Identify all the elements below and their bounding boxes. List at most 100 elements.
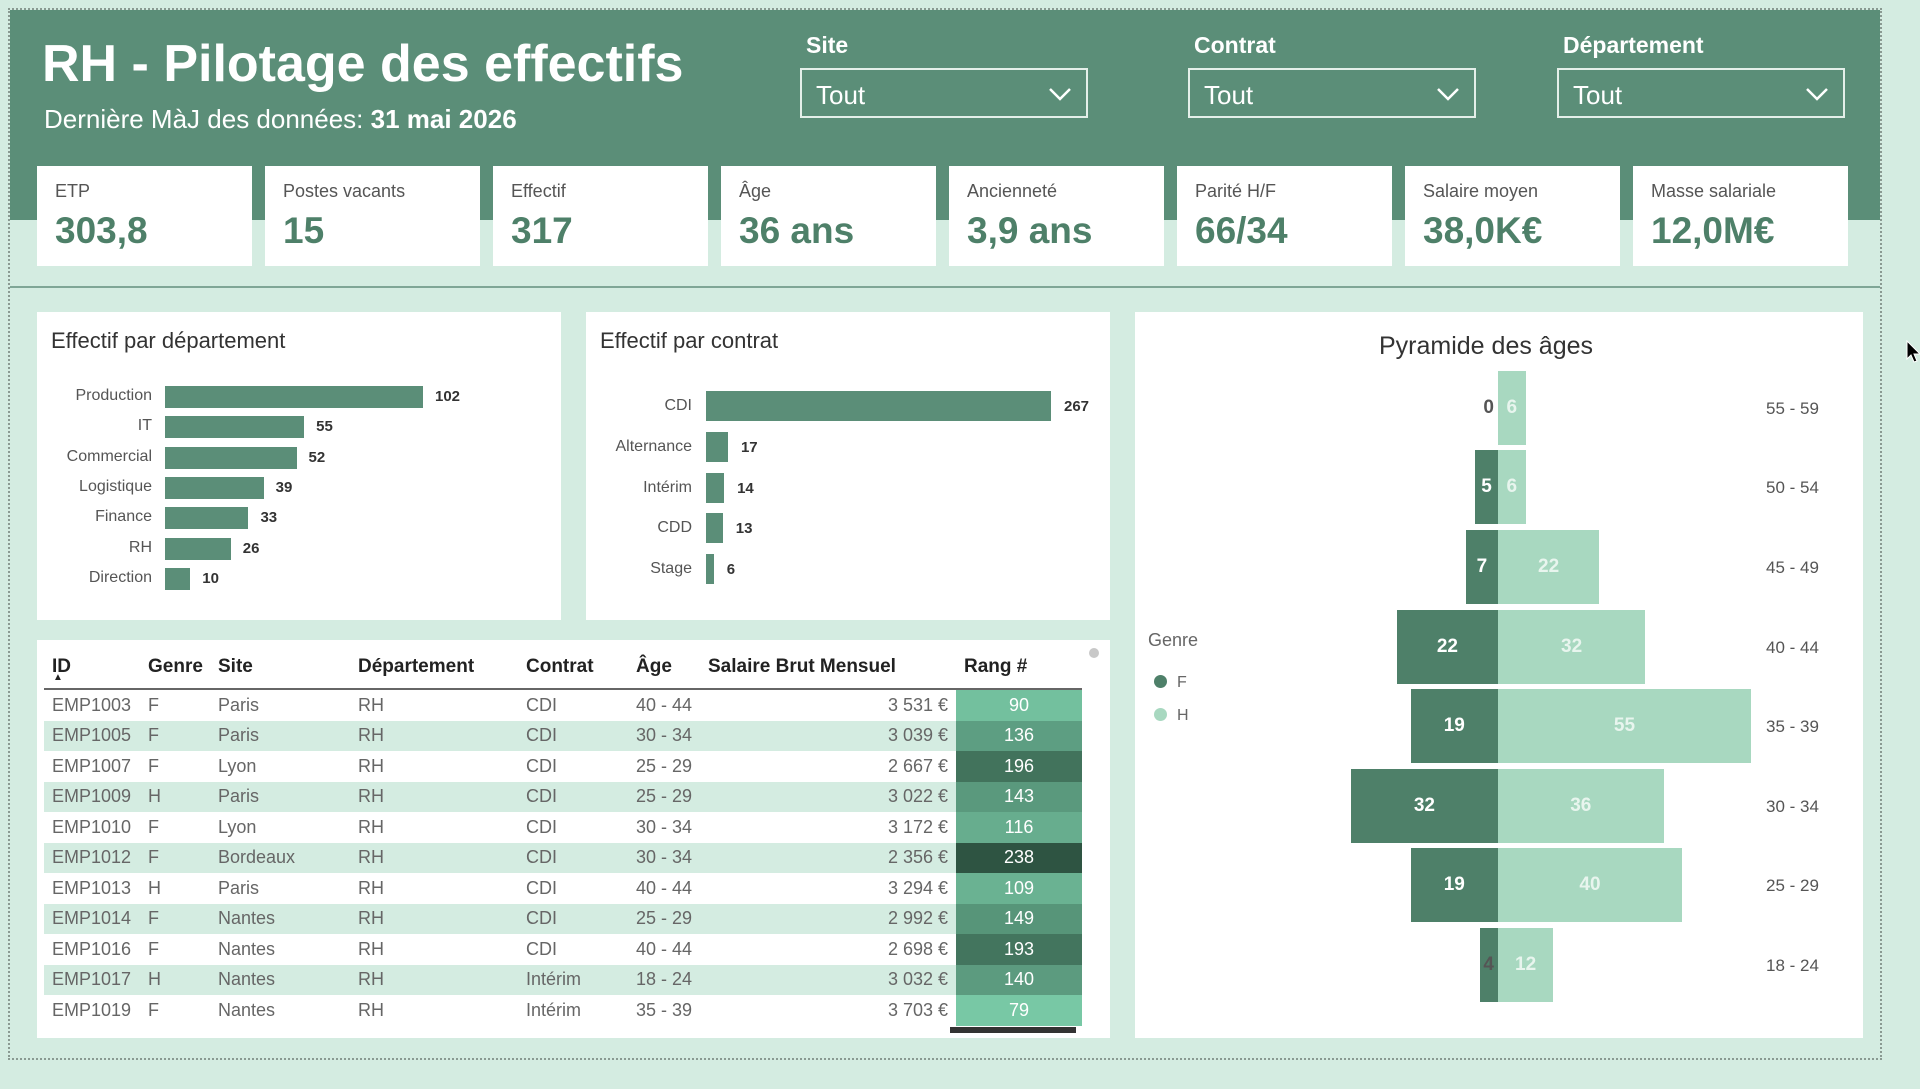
data-label-female: 19 — [1443, 874, 1465, 896]
cell-salaire: 3 022 € — [700, 781, 956, 812]
table-row[interactable]: EMP1016 F Nantes RH CDI 40 - 44 2 698 € 193 — [44, 934, 1082, 965]
cell-salaire: 2 667 € — [887, 755, 948, 776]
kpi-card-effectif: Effectif 317 — [493, 166, 708, 266]
axis-label-age-band: 55 - 59 — [1766, 398, 1819, 418]
cell-rang: 143 — [956, 781, 1082, 812]
cell-departement: RH — [350, 842, 518, 873]
bar — [165, 507, 249, 530]
legend-label-f: F — [1177, 674, 1187, 691]
table-row[interactable]: EMP1003 F Paris RH CDI 40 - 44 3 531 € 90 — [44, 689, 1082, 721]
table-row[interactable]: EMP1012 F Bordeaux RH CDI 30 - 34 2 356 €238 — [44, 842, 1082, 873]
bar-value-label: 10 — [202, 569, 219, 587]
bar-female — [1410, 689, 1498, 764]
column-header-departement[interactable]: Département — [350, 646, 518, 690]
page-title: RH - Pilotage des effectifs — [42, 35, 684, 93]
cell-rang: 149 — [956, 903, 1082, 934]
data-label-male: 6 — [1506, 396, 1518, 418]
bar-value-label: 14 — [737, 479, 754, 497]
column-header-contrat[interactable]: Contrat — [518, 646, 628, 690]
bar — [165, 386, 423, 408]
header-separator — [10, 286, 1880, 288]
horizontal-scrollbar[interactable] — [950, 1027, 1076, 1033]
column-header-site[interactable]: Site — [210, 646, 350, 690]
table-row[interactable]: EMP1007 F Lyon RH CDI 25 - 29 2 667 € 196 — [44, 751, 1082, 782]
bar-value-label: 6 — [726, 561, 736, 579]
bar-value-label: 52 — [308, 448, 326, 466]
data-label-male: 55 — [1613, 715, 1636, 737]
cell-site: Lyon — [218, 755, 257, 776]
cell-site: Nantes — [218, 938, 276, 959]
cell-id: EMP1010 — [52, 816, 132, 837]
bar-male — [1498, 928, 1554, 1002]
bar-value-label: 39 — [275, 478, 293, 496]
table-row[interactable]: EMP1014 F Nantes RH CDI 25 - 29 2 992 €149 — [44, 903, 1082, 934]
legend-item-f[interactable]: F — [1154, 674, 1187, 692]
filter-departement-dropdown[interactable]: Tout — [1557, 68, 1845, 118]
cell-age: 40 - 44 — [636, 938, 693, 959]
cell-age: 25 - 29 — [628, 903, 700, 934]
table-row[interactable]: EMP1009 H Paris RH CDI 25 - 29 3 022 €143 — [44, 781, 1082, 812]
bar-female — [1350, 768, 1498, 843]
cell-age: 40 - 44 — [636, 694, 693, 715]
bar — [165, 446, 297, 469]
cell-rang: 116 — [956, 812, 1082, 843]
cell-site: Nantes — [218, 999, 276, 1020]
filter-contrat-dropdown[interactable]: Tout — [1188, 68, 1476, 118]
cell-genre: F — [140, 903, 210, 934]
table-row[interactable]: EMP1019 F Nantes RH Intérim 35 - 39 3 703 € 79 — [44, 995, 1082, 1026]
cell-departement: RH — [350, 964, 518, 995]
table-row[interactable]: EMP1013 H Paris RH CDI 40 - 44 3 294 € 109 — [44, 873, 1082, 904]
filter-contrat-label: Contrat — [1194, 32, 1276, 58]
chart-card-contrat: Effectif par contrat — [586, 312, 1110, 620]
bar-value-label: 267 — [1064, 398, 1090, 415]
bar — [165, 476, 264, 499]
cell-salaire: 3 172 € — [887, 816, 948, 837]
cell-departement: RH — [350, 720, 518, 751]
table-row[interactable]: EMP1010 F Lyon RH CDI 30 - 34 3 172 € 116 — [44, 812, 1082, 843]
cell-age: 35 - 39 — [636, 999, 693, 1020]
filter-site-value: Tout — [816, 80, 866, 110]
kpi-label: Postes vacants — [283, 181, 406, 201]
data-label-female: 0 — [1483, 396, 1494, 418]
kpi-label: Ancienneté — [967, 181, 1058, 201]
chart-card-departement: Effectif par département — [37, 312, 561, 620]
bar-label: Logistique — [79, 477, 152, 495]
column-header-rang[interactable]: Rang # — [956, 646, 1082, 690]
cell-contrat: CDI — [526, 694, 557, 715]
cell-id: EMP1014 — [44, 903, 140, 934]
data-label-male: 22 — [1538, 556, 1560, 577]
cell-rang: 140 — [956, 964, 1082, 995]
data-label-male: 40 — [1579, 874, 1601, 896]
column-header-id[interactable]: ID — [44, 646, 140, 690]
bar-value-label: 102 — [435, 388, 461, 405]
cell-age: 40 - 44 — [636, 877, 693, 898]
kpi-card-anciennete: Ancienneté 3,9 ans — [949, 166, 1164, 266]
sort-ascending-icon[interactable]: ▲ — [53, 672, 63, 683]
report-frame — [8, 8, 1882, 1060]
cell-contrat: CDI — [526, 877, 557, 898]
bar-value-label: 55 — [316, 418, 333, 436]
bar-label: RH — [128, 538, 152, 556]
column-header-age[interactable]: Âge — [628, 646, 700, 690]
axis-label-age-band: 35 - 39 — [1766, 717, 1819, 737]
cell-age: 25 - 29 — [628, 781, 700, 812]
column-header-salaire[interactable]: Salaire Brut Mensuel — [700, 646, 956, 690]
bar — [165, 416, 305, 439]
bar-male — [1498, 768, 1664, 843]
bar-label: Production — [75, 387, 153, 404]
cell-genre: F — [140, 720, 210, 751]
scrollbar-thumb[interactable] — [1089, 648, 1099, 658]
filter-site-dropdown[interactable]: Tout — [800, 68, 1088, 118]
table-row[interactable]: EMP1017 H Nantes RH Intérim 18 - 24 3 032 €140 — [44, 964, 1082, 995]
data-label-female: 19 — [1443, 715, 1465, 737]
kpi-label: Salaire moyen — [1423, 181, 1539, 201]
cell-rang: 79 — [956, 995, 1082, 1026]
table-row[interactable]: EMP1005 F Paris RH CDI 30 - 34 3 039 €136 — [44, 720, 1082, 751]
cell-id: EMP1007 — [52, 755, 132, 776]
bar — [706, 431, 728, 462]
bar-female — [1410, 848, 1498, 923]
column-header-genre[interactable]: Genre — [140, 646, 210, 690]
cell-genre: F — [148, 694, 159, 715]
legend-item-h[interactable]: H — [1154, 707, 1189, 725]
cell-salaire: 3 039 € — [700, 720, 956, 751]
